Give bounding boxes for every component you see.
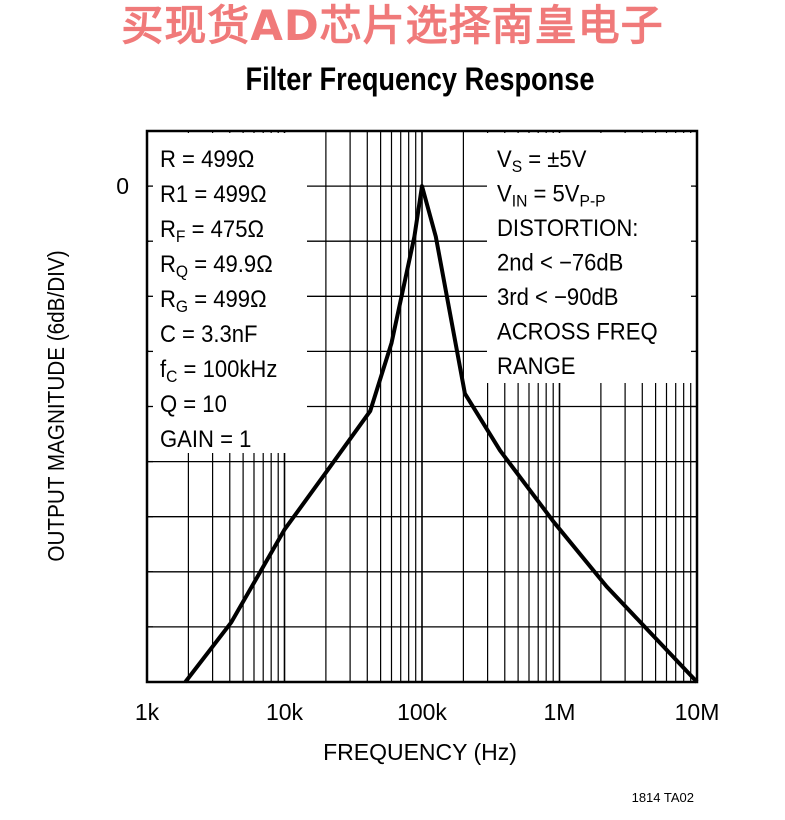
chart-title: Filter Frequency Response <box>245 62 594 98</box>
annotation-box-right <box>487 133 695 383</box>
annotation-left-line: C = 3.3nF <box>160 320 258 347</box>
annotation-right-line: RANGE <box>497 352 575 379</box>
annotation-left-line: Q = 10 <box>160 390 227 417</box>
watermark: 买现货AD芯片选择南皇电子 <box>121 1 664 50</box>
x-tick-label: 1k <box>135 699 160 725</box>
annotation-left-line: RF = 475Ω <box>160 215 264 246</box>
annotation-right-line: 3rd < −90dB <box>497 283 618 310</box>
response-curve <box>183 184 699 684</box>
annotation-right-line: DISTORTION: <box>497 214 638 241</box>
annotation-left-line: RQ = 49.9Ω <box>160 250 273 281</box>
y-axis-label: OUTPUT MAGNITUDE (6dB/DIV) <box>43 250 69 561</box>
annotation-left-line: fC = 100kHz <box>160 355 277 386</box>
annotation-left-line: RG = 499Ω <box>160 285 267 316</box>
x-tick-label: 10k <box>266 699 304 725</box>
annotation-left-line: R1 = 499Ω <box>160 180 267 207</box>
x-tick-label: 10M <box>675 699 720 725</box>
figure-code: 1814 TA02 <box>632 790 694 805</box>
annotation-left-line: R = 499Ω <box>160 145 254 172</box>
x-axis-label: FREQUENCY (Hz) <box>323 739 517 765</box>
annotation-left-line: GAIN = 1 <box>160 425 251 452</box>
annotation-right-line: VS = ±5V <box>497 145 587 176</box>
annotation-right-line: 2nd < −76dB <box>497 249 623 276</box>
x-tick-label: 1M <box>544 699 576 725</box>
annotation-box-left <box>149 133 307 453</box>
annotation-right-line: ACROSS FREQ <box>497 318 658 345</box>
y-tick-label: 0 <box>116 173 129 199</box>
plot-frame <box>145 129 699 684</box>
annotation-right-line: VIN = 5VP-P <box>497 180 606 211</box>
x-tick-label: 100k <box>397 699 447 725</box>
